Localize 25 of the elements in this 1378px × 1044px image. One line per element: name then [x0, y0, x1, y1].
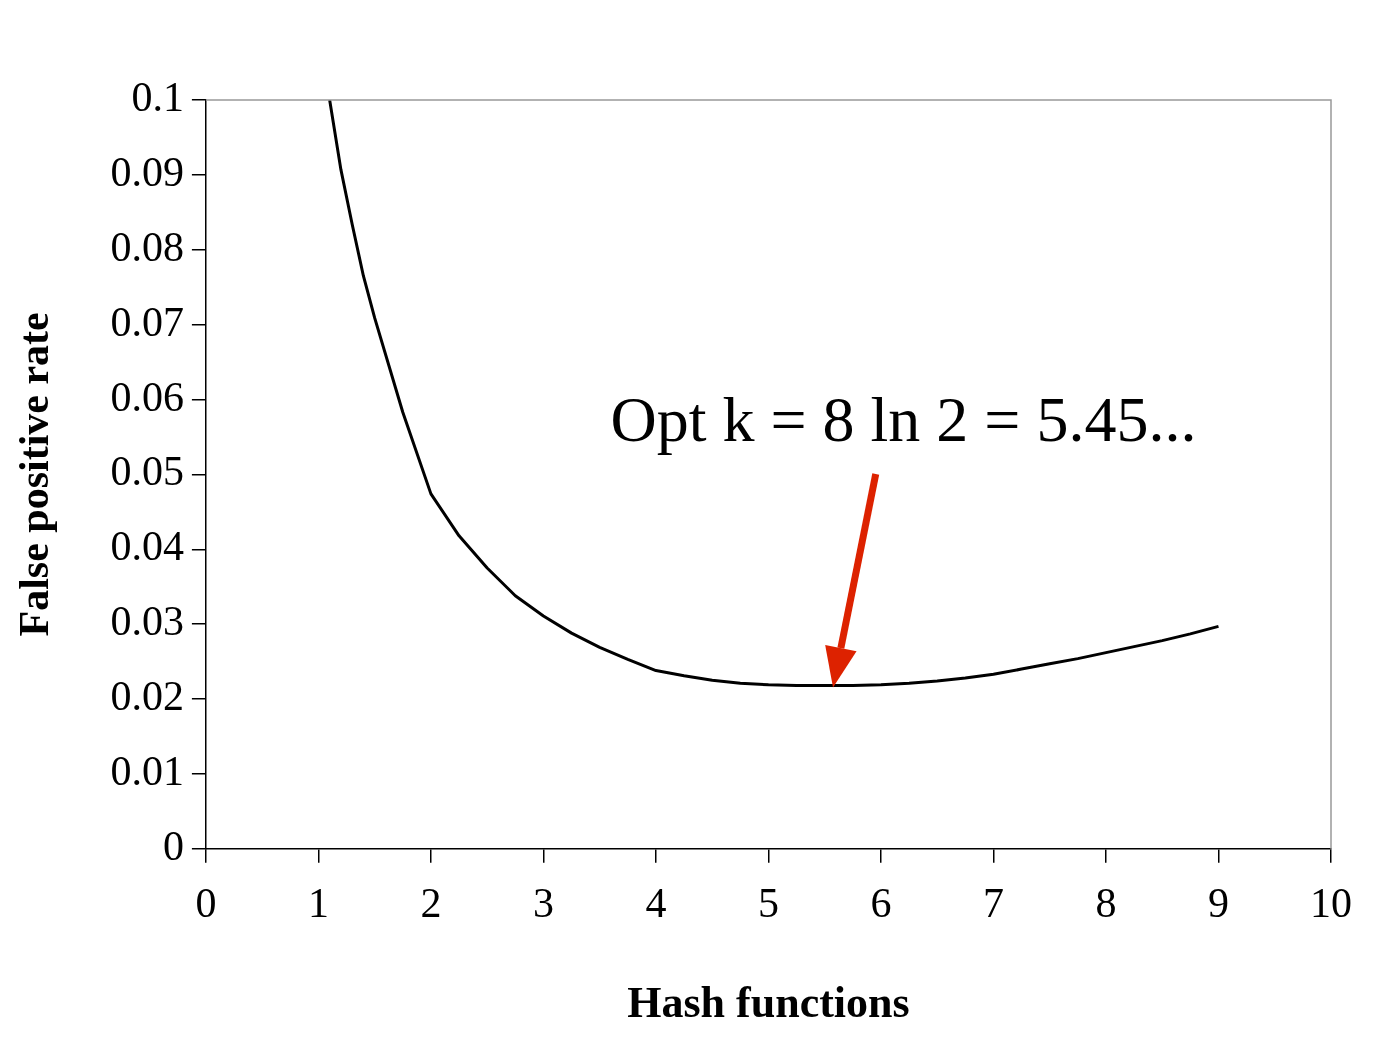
x-tick-label: 7: [982, 880, 1004, 927]
y-tick-label: 0.05: [110, 448, 184, 495]
x-tick-label: 1: [307, 880, 329, 927]
x-tick-label: 10: [1310, 880, 1352, 927]
annotation: Opt k = 8 ln 2 = 5.45...: [610, 383, 1197, 455]
y-tick-label: 0.03: [110, 598, 184, 645]
y-tick-label: 0.01: [110, 747, 184, 794]
y-tick-label: 0: [162, 822, 184, 869]
x-tick-label: 5: [757, 880, 779, 927]
y-tick-label: 0.09: [110, 148, 184, 195]
y-tick-label: 0.08: [110, 223, 184, 270]
y-tick-label: 0.04: [110, 523, 184, 570]
x-tick-label: 9: [1207, 880, 1229, 927]
x-tick-label: 6: [870, 880, 892, 927]
y-tick-label: 0.07: [110, 298, 184, 345]
x-tick-label: 0: [195, 880, 217, 927]
x-axis-title: Hash functions: [627, 977, 910, 1027]
y-axis-title: False positive rate: [11, 312, 58, 637]
x-tick-label: 3: [532, 880, 554, 927]
y-tick-label: 0.06: [110, 373, 184, 420]
y-tick-label: 0.1: [131, 74, 184, 121]
x-tick-label: 2: [420, 880, 442, 927]
x-tick-label: 8: [1095, 880, 1117, 927]
y-tick-label: 0.02: [110, 673, 184, 720]
x-tick-label: 4: [645, 880, 667, 927]
